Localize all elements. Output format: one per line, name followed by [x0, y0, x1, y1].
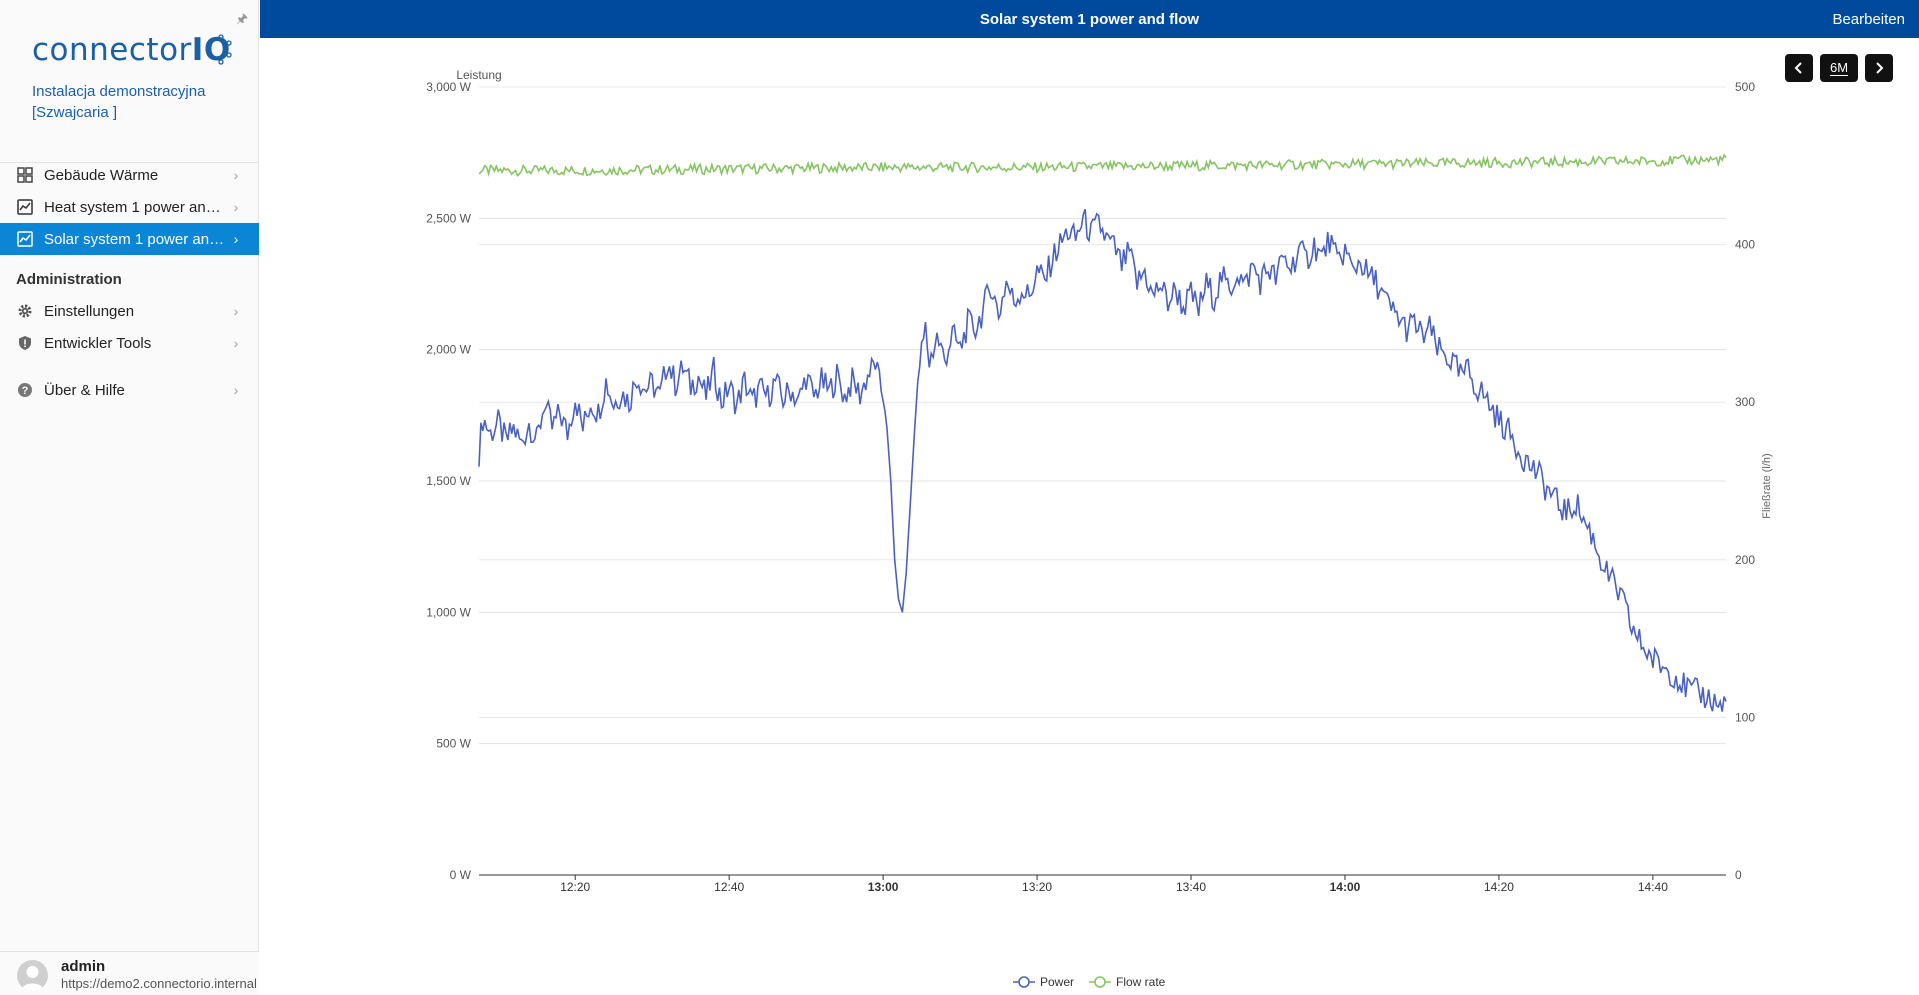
avatar — [17, 960, 48, 991]
left-axis-title: Leistung — [456, 68, 501, 82]
y-right-tick-label: 500 — [1735, 80, 1755, 94]
chevron-right-icon: › — [233, 303, 239, 319]
app-logo[interactable]: connectorIO — [32, 32, 232, 68]
administration-heading: Administration — [16, 271, 122, 288]
chart-series — [478, 153, 1727, 712]
series-power-line — [478, 208, 1727, 712]
sidebar-item-gebaeude-waerme[interactable]: Gebäude Wärme › — [0, 159, 259, 191]
y-left-tick-label: 0 W — [450, 868, 472, 882]
logo-text: connector — [32, 32, 192, 68]
series-flow-rate-line — [478, 153, 1727, 177]
sidebar-item-label: Gebäude Wärme — [44, 166, 159, 184]
legend-symbol-marker — [1018, 976, 1030, 988]
y-left-tick-label: 2,500 W — [426, 211, 471, 225]
sidebar-item-label: Entwickler Tools — [44, 334, 152, 352]
chevron-right-icon: › — [233, 382, 239, 398]
chevron-left-icon — [1794, 62, 1802, 74]
chevron-right-icon: › — [233, 167, 239, 183]
chevron-right-icon: › — [233, 231, 239, 247]
x-tick-label: 12:20 — [560, 880, 590, 894]
next-period-button[interactable] — [1865, 54, 1893, 82]
x-axis: 12:20 12:40 13:00 13:20 13:40 14:00 14:20 14:40 — [479, 874, 1726, 894]
time-range-button[interactable]: 6M — [1820, 54, 1858, 82]
chart-grid — [479, 86, 1726, 745]
y-right-tick-label: 200 — [1735, 553, 1755, 567]
logo-circuit-icon — [218, 34, 232, 65]
previous-period-button[interactable] — [1785, 54, 1813, 82]
logo-io-text: IO — [191, 32, 231, 68]
y-right-tick-label: 0 — [1735, 868, 1742, 882]
legend-symbol-marker — [1094, 976, 1106, 988]
sidebar-item-heat-system[interactable]: Heat system 1 power and flow › — [0, 191, 259, 223]
y-left-tick-label: 500 W — [436, 737, 471, 751]
sidebar: 🖈 connectorIO Instalacja demonstracyjna … — [0, 0, 259, 995]
y-right-tick-label: 100 — [1735, 710, 1755, 724]
user-name: admin — [61, 958, 106, 975]
gear-icon — [16, 302, 34, 320]
x-tick-label: 12:40 — [714, 880, 744, 894]
y-left-tick-label: 2,000 W — [426, 343, 471, 357]
x-tick-label: 14:00 — [1330, 880, 1361, 894]
x-tick-label: 13:20 — [1022, 880, 1052, 894]
legend-label: Flow rate — [1116, 975, 1166, 989]
right-axis-title: Fließrate (l/h) — [1761, 453, 1773, 518]
x-tick-label: 13:40 — [1176, 880, 1206, 894]
site-name: Instalacja demonstracyjna [Szwajcaria ] — [32, 83, 206, 121]
sidebar-item-label: Heat system 1 power and flow — [44, 198, 229, 216]
page-title: Solar system 1 power and flow — [979, 11, 1200, 28]
x-tick-label: 14:20 — [1484, 880, 1514, 894]
sidebar-item-label: Einstellungen — [44, 302, 135, 320]
y-left-tick-label: 3,000 W — [426, 80, 471, 94]
chevron-right-icon: › — [233, 199, 239, 215]
user-profile[interactable]: admin https://demo2.connectorio.internal — [0, 951, 259, 995]
left-axis-ticks: 0 W 500 W 1,000 W 1,500 W 2,000 W 2,500 W 3,00… — [426, 80, 471, 882]
time-range-label: 6M — [1829, 59, 1849, 76]
pin-icon[interactable]: 🖈 — [236, 11, 249, 26]
nav-divider — [0, 162, 259, 163]
dashboard-grid-icon — [16, 166, 34, 184]
x-tick-label: 14:40 — [1638, 880, 1668, 894]
legend-label: Power — [1040, 975, 1074, 989]
edit-button[interactable]: Bearbeiten — [1832, 11, 1905, 28]
x-tick-label: 13:00 — [868, 880, 899, 894]
sidebar-item-label: Solar system 1 power and flow — [44, 230, 229, 248]
y-left-tick-label: 1,500 W — [426, 474, 471, 488]
svg-text:?: ? — [22, 385, 29, 397]
chart-icon — [16, 230, 34, 248]
chevron-right-icon: › — [233, 335, 239, 351]
power-flow-chart[interactable]: Leistung Fließrate (l/h) 0 W 500 W 1,000 W… — [260, 38, 1919, 995]
chevron-right-icon — [1876, 62, 1884, 74]
y-right-tick-label: 300 — [1735, 395, 1755, 409]
y-left-tick-label: 1,000 W — [426, 605, 471, 619]
top-bar: Solar system 1 power and flow Bearbeiten — [260, 0, 1919, 38]
sidebar-item-ueber-hilfe[interactable]: ? Über & Hilfe › — [0, 374, 259, 406]
help-icon: ? — [16, 381, 34, 399]
right-axis-ticks: 0 100 200 300 400 500 — [1735, 80, 1755, 882]
user-url: https://demo2.connectorio.internal — [61, 976, 257, 991]
chart-legend: Power Flow rate — [1013, 975, 1166, 989]
sidebar-item-einstellungen[interactable]: Einstellungen › — [0, 295, 259, 327]
shield-icon — [16, 334, 34, 352]
y-right-tick-label: 400 — [1735, 238, 1755, 252]
chart-icon — [16, 198, 34, 216]
sidebar-item-label: Über & Hilfe — [44, 381, 125, 399]
sidebar-item-solar-system[interactable]: Solar system 1 power and flow › — [0, 223, 259, 255]
sidebar-item-entwickler-tools[interactable]: Entwickler Tools › — [0, 327, 259, 359]
